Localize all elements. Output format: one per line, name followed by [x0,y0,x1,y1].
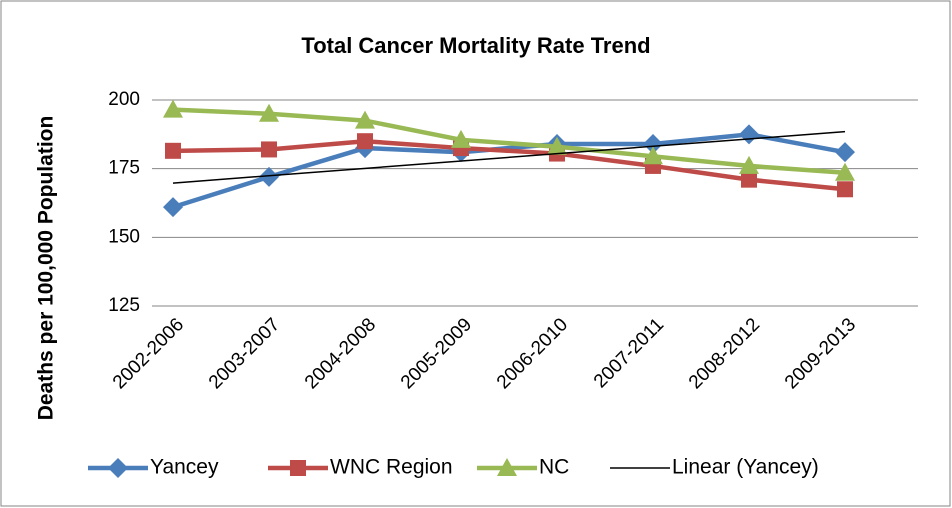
y-tick-label: 150 [108,226,140,247]
marker [165,142,181,159]
marker [290,460,306,476]
y-tick-label: 175 [108,158,140,179]
series-line [172,132,846,210]
marker [163,99,183,118]
marker [547,136,567,155]
legend-label: Linear (Yancey) [672,456,819,479]
y-axis-label: Deaths per 100,000 Population [35,116,58,421]
legend-item: Yancey [88,456,219,479]
marker [643,146,663,165]
legend-label: WNC Region [330,456,453,479]
marker [357,133,373,150]
marker [497,458,517,476]
legend-label: NC [539,456,569,479]
series-line [172,138,846,192]
marker [837,181,853,198]
marker [741,171,757,188]
legend-item: WNC Region [268,456,453,479]
marker [261,141,277,158]
marker [835,162,855,181]
y-tick-label: 200 [108,89,140,110]
marker [835,142,855,163]
trend-line [172,130,846,184]
legend-item: Linear (Yancey) [610,456,819,479]
series-line [172,107,846,176]
marker [259,166,279,187]
marker [643,133,663,154]
marker [259,103,279,122]
marker [451,129,471,148]
y-tick-label: 125 [108,295,140,316]
marker [108,458,128,478]
legend-item: NC [477,456,569,479]
marker [355,110,375,129]
marker [739,155,759,174]
legend-label: Yancey [150,456,219,479]
marker [163,197,183,218]
chart-title: Total Cancer Mortality Rate Trend [301,33,650,58]
